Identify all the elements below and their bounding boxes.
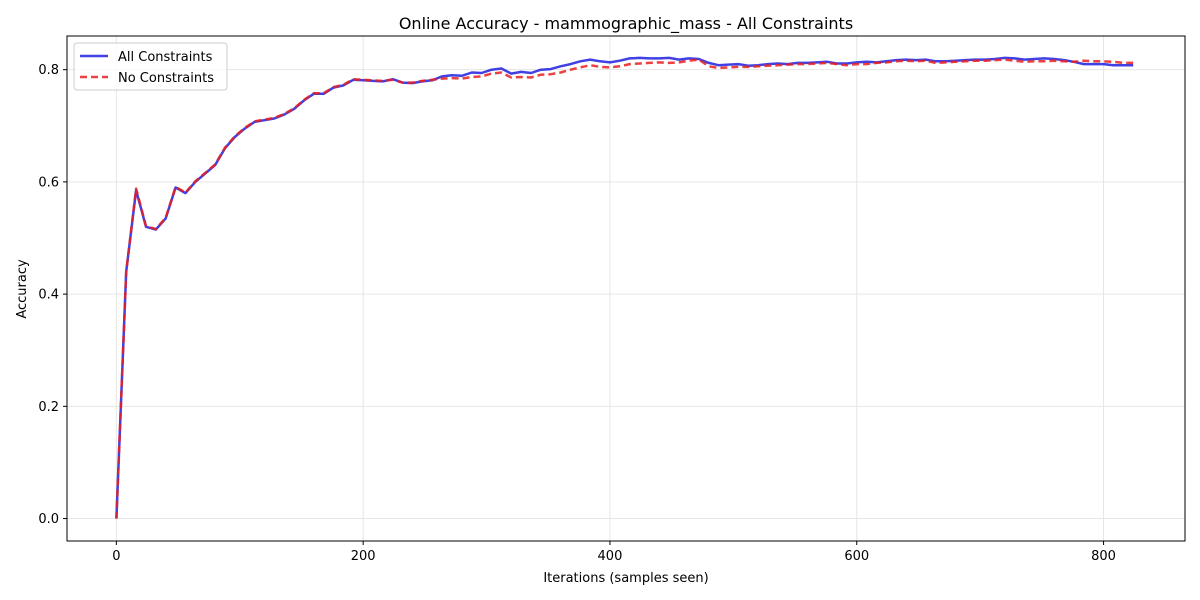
- y-tick-label: 0.0: [38, 512, 59, 527]
- legend-label-no-constraints: No Constraints: [118, 71, 214, 86]
- plot-frame: [66, 35, 1186, 542]
- x-tick-label: 200: [351, 549, 376, 564]
- x-tick-label: 800: [1091, 549, 1116, 564]
- y-tick-label: 0.4: [38, 288, 59, 303]
- chart-title: Online Accuracy - mammographic_mass - Al…: [399, 14, 853, 34]
- y-axis-label: Accuracy: [15, 259, 30, 319]
- x-tick-label: 400: [598, 549, 623, 564]
- legend-box: [73, 42, 228, 91]
- y-axis-ticks: 0.0 0.2 0.4 0.6 0.8: [38, 63, 67, 527]
- grid: [67, 36, 1185, 541]
- legend: All Constraints No Constraints: [73, 42, 228, 91]
- legend-label-all-constraints: All Constraints: [118, 50, 213, 65]
- y-tick-label: 0.6: [38, 175, 59, 190]
- y-tick-label: 0.2: [38, 400, 59, 415]
- x-axis-ticks: 0 200 400 600 800: [112, 541, 1116, 564]
- x-axis-label: Iterations (samples seen): [543, 571, 708, 586]
- series-line-no-constraints: [115, 58, 1134, 519]
- x-tick-label: 0: [112, 549, 120, 564]
- x-tick-label: 600: [844, 549, 869, 564]
- series-lines: [115, 56, 1134, 519]
- y-tick-label: 0.8: [38, 63, 59, 78]
